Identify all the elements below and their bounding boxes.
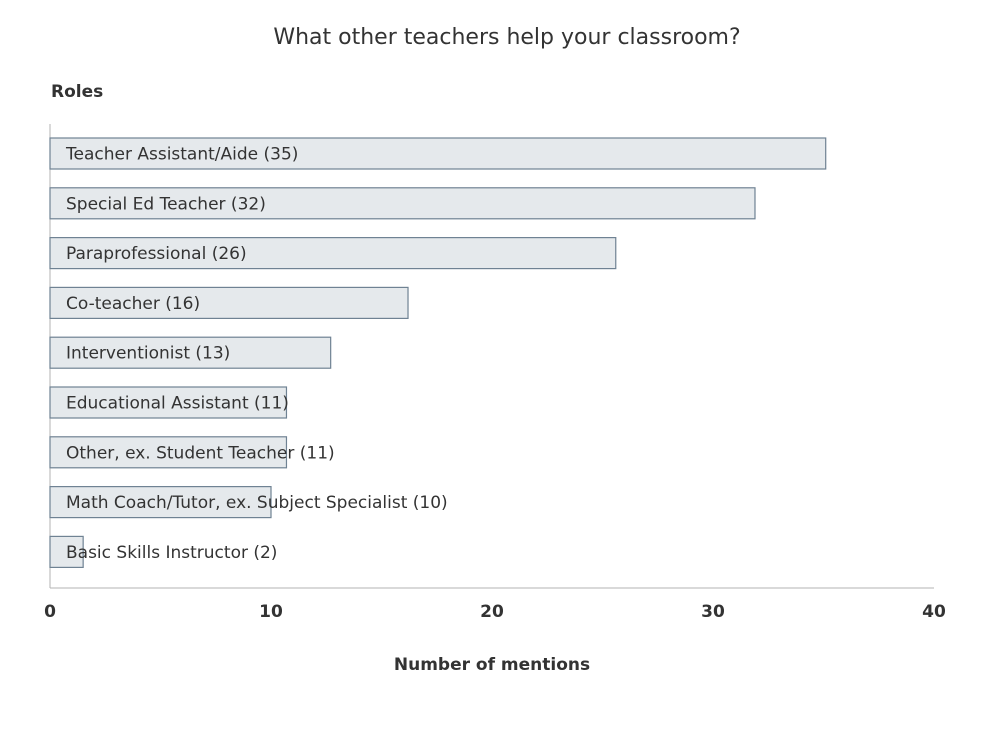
bar-label: Co-teacher (16) xyxy=(66,294,200,314)
bar[interactable] xyxy=(49,436,288,469)
bar-label: Math Coach/Tutor, ex. Subject Specialist… xyxy=(66,493,448,513)
bar[interactable] xyxy=(49,286,409,319)
bars-group: Teacher Assistant/Aide (35) Special Ed Te… xyxy=(49,137,827,569)
x-tick-label: 20 xyxy=(480,602,504,622)
bar[interactable] xyxy=(49,237,617,270)
bar[interactable] xyxy=(49,137,827,170)
x-ticks-group: 0 10 20 30 40 xyxy=(44,602,946,622)
bar[interactable] xyxy=(49,486,272,519)
bar-label: Paraprofessional (26) xyxy=(66,244,247,264)
bar[interactable] xyxy=(49,535,84,569)
chart-title: What other teachers help your classroom? xyxy=(273,25,740,50)
bar-label: Basic Skills Instructor (2) xyxy=(66,543,277,563)
x-axis-title: Number of mentions xyxy=(394,655,590,675)
bar-label: Interventionist (13) xyxy=(66,344,230,364)
x-tick-label: 0 xyxy=(44,602,56,622)
bar[interactable] xyxy=(49,187,756,220)
bar-label: Other, ex. Student Teacher (11) xyxy=(66,443,335,463)
bar[interactable] xyxy=(49,336,332,369)
bar-label: Special Ed Teacher (32) xyxy=(66,194,266,214)
x-tick-label: 30 xyxy=(701,602,725,622)
bar-label: Teacher Assistant/Aide (35) xyxy=(65,145,298,165)
x-tick-label: 40 xyxy=(922,602,946,622)
bar-label: Educational Assistant (11) xyxy=(66,394,289,414)
y-axis-title: Roles xyxy=(51,82,103,102)
bar[interactable] xyxy=(49,386,288,419)
x-tick-label: 10 xyxy=(259,602,283,622)
